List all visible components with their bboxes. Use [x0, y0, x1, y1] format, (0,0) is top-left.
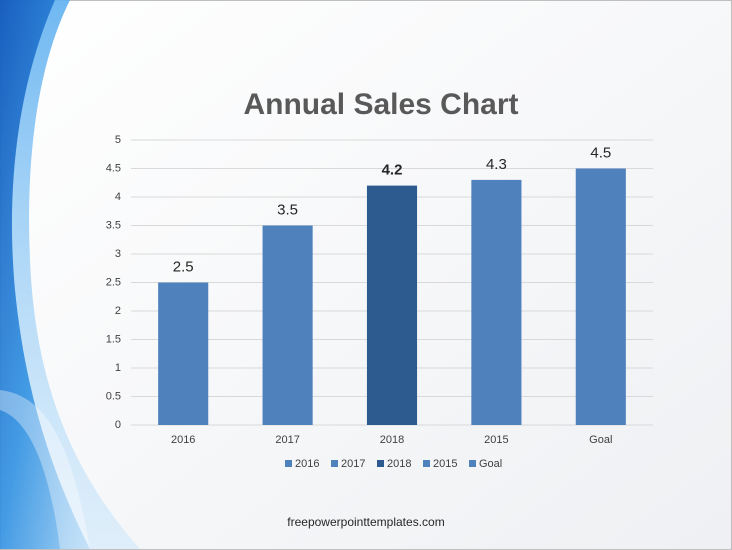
- legend-swatch: [423, 460, 430, 467]
- x-tick-label: 2017: [275, 434, 299, 446]
- y-tick-label: 5: [115, 134, 121, 146]
- bar: [366, 185, 418, 425]
- y-tick-label: 3: [115, 248, 121, 260]
- footer: freepowerpointtemplates.com: [287, 515, 444, 529]
- legend-label: 2018: [387, 458, 411, 470]
- bar: [262, 225, 313, 425]
- legend-swatch: [377, 460, 384, 467]
- decoration: [0, 0, 90, 549]
- data-label: 4.3: [486, 156, 507, 173]
- legend-label: 2017: [341, 458, 365, 470]
- chart-title: Annual Sales Chart: [243, 88, 518, 121]
- bar: [575, 168, 626, 425]
- legend-swatch: [331, 460, 338, 467]
- legend-swatch: [469, 460, 476, 467]
- y-tick-label: 2: [115, 305, 121, 317]
- x-tick-label: Goal: [589, 434, 612, 446]
- y-tick-label: 3.5: [106, 219, 121, 231]
- x-tick-label: 2016: [171, 434, 195, 446]
- legend-label: Goal: [479, 458, 502, 470]
- data-label: 4.5: [590, 144, 611, 161]
- y-tick-label: 4.5: [106, 162, 121, 174]
- y-tick-label: 2.5: [106, 276, 121, 288]
- data-label: 4.2: [382, 162, 403, 179]
- bar: [471, 179, 522, 425]
- legend-label: 2016: [295, 458, 319, 470]
- data-label: 2.5: [173, 258, 194, 275]
- bar: [158, 282, 209, 425]
- x-tick-label: 2018: [380, 434, 404, 446]
- y-tick-label: 1.5: [106, 333, 121, 345]
- legend-swatch: [285, 460, 292, 467]
- data-label: 3.5: [277, 201, 298, 218]
- y-tick-label: 1: [115, 362, 121, 374]
- legend-label: 2015: [433, 458, 457, 470]
- y-tick-label: 0.5: [106, 390, 121, 402]
- decoration: [0, 390, 90, 549]
- x-tick-label: 2015: [484, 434, 508, 446]
- y-tick-label: 0: [115, 419, 121, 431]
- y-tick-label: 4: [115, 191, 121, 203]
